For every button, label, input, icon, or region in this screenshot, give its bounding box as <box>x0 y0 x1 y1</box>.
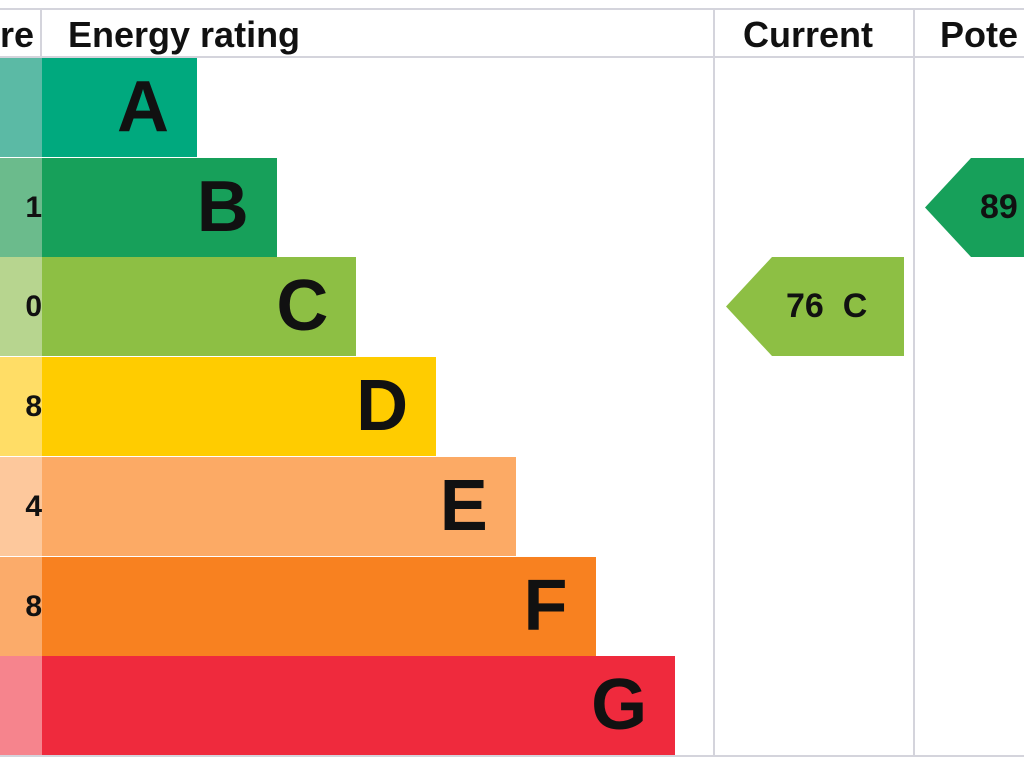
rating-letter: F <box>523 565 568 646</box>
header-bottom-border <box>0 56 1024 58</box>
current-rating-label: 76 C <box>786 287 868 326</box>
rating-letter: B <box>196 166 249 247</box>
score-cell-b: 1 <box>0 157 42 257</box>
rating-letter: D <box>356 366 409 447</box>
rating-bar-e: E <box>42 456 516 556</box>
potential-rating-label: 89 <box>980 187 1018 226</box>
score-cell-e: 4 <box>0 456 42 556</box>
header-top-border <box>0 8 1024 10</box>
score-cell-a <box>0 58 42 157</box>
potential-arrow-shape <box>925 157 1024 257</box>
rating-letter: G <box>591 665 648 746</box>
potential-rating-arrow: 89 <box>925 157 1024 257</box>
score-cell-c: 0 <box>0 257 42 357</box>
rating-bar-b: B <box>42 157 277 257</box>
potential-header: Pote <box>940 14 1019 55</box>
current-rating-arrow: 76 C <box>726 257 906 357</box>
rating-letter: C <box>276 266 329 347</box>
score-cell-g <box>0 656 42 756</box>
table-bottom-border <box>0 755 1024 757</box>
rating-bar-g: G <box>42 656 676 756</box>
rating-bar-a: A <box>42 58 197 157</box>
rating-bar-d: D <box>42 357 437 457</box>
current-arrow-shape <box>726 257 904 357</box>
score-header: re <box>0 14 35 55</box>
score-cell-f: 8 <box>0 556 42 656</box>
current-header: Current <box>743 14 874 55</box>
rating-bar-c: C <box>42 257 357 357</box>
rating-letter: A <box>117 67 169 147</box>
column-divider <box>913 8 915 757</box>
column-divider <box>40 8 42 58</box>
rating-bar-f: F <box>42 556 596 656</box>
column-divider <box>713 8 715 757</box>
score-cell-d: 8 <box>0 357 42 457</box>
energy-rating-header: Energy rating <box>68 14 301 55</box>
rating-letter: E <box>439 465 488 546</box>
